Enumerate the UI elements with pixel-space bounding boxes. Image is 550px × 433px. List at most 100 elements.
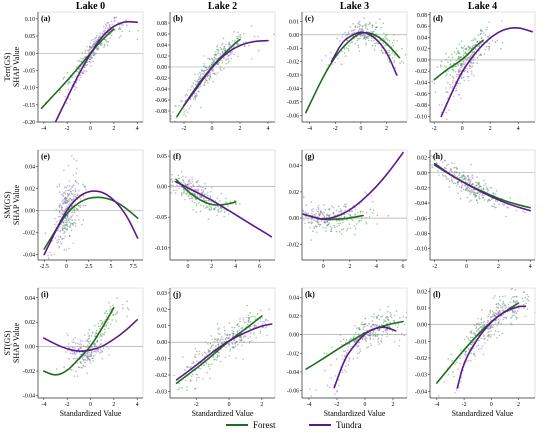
tundra-point <box>338 384 340 387</box>
forest-point <box>90 350 93 353</box>
tundra-point <box>459 68 461 70</box>
forest-point <box>380 26 382 29</box>
x-tick-label: 0 <box>211 126 214 132</box>
tundra-point <box>478 324 480 326</box>
forest-point <box>386 332 389 335</box>
forest-point <box>327 64 329 66</box>
forest-point <box>106 312 109 315</box>
forest-point <box>203 65 206 67</box>
forest-point <box>211 69 213 72</box>
forest-point <box>231 332 233 334</box>
tundra-point <box>514 312 516 314</box>
tundra-point <box>320 59 323 62</box>
tundra-point <box>67 195 69 198</box>
forest-point <box>361 217 363 219</box>
forest-point <box>405 311 407 314</box>
tundra-point <box>493 206 496 208</box>
tundra-point <box>471 176 473 178</box>
forest-point <box>462 50 465 52</box>
forest-point <box>459 357 462 360</box>
forest-point <box>217 209 219 212</box>
forest-point <box>482 197 484 199</box>
forest-point <box>463 45 466 47</box>
forest-point <box>170 179 171 182</box>
forest-point <box>389 321 392 324</box>
forest-point <box>355 327 358 329</box>
plot-area <box>429 287 536 399</box>
tundra-point <box>365 337 368 340</box>
forest-point <box>451 81 454 84</box>
forest-point <box>323 352 326 355</box>
forest-point <box>454 182 457 185</box>
forest-point <box>489 199 491 202</box>
forest-point <box>447 61 449 63</box>
tundra-point <box>194 347 197 350</box>
tundra-point <box>194 188 196 191</box>
tundra-point <box>503 304 506 307</box>
forest-point <box>216 356 218 359</box>
forest-point <box>201 70 203 72</box>
tundra-point <box>113 17 116 19</box>
forest-point <box>358 219 361 222</box>
tundra-point <box>380 338 383 340</box>
forest-point <box>480 185 482 188</box>
x-tick-label: 0 <box>89 402 92 408</box>
tundra-point <box>467 359 470 362</box>
forest-point <box>84 56 86 58</box>
tundra-point <box>464 62 467 64</box>
tundra-point <box>329 213 331 216</box>
forest-point <box>90 354 93 356</box>
forest-point <box>445 52 447 55</box>
forest-point <box>58 205 61 207</box>
forest-point <box>354 227 357 230</box>
forest-point <box>219 207 222 209</box>
forest-point <box>86 356 88 358</box>
forest-fit-line <box>43 306 115 376</box>
forest-point <box>343 216 346 218</box>
forest-point <box>215 345 217 348</box>
forest-point <box>459 70 462 72</box>
forest-point <box>316 218 319 221</box>
forest-point <box>368 334 370 337</box>
forest-point <box>74 188 77 190</box>
tundra-point <box>347 213 349 215</box>
forest-point <box>369 208 372 211</box>
forest-point <box>354 25 357 27</box>
forest-point <box>472 39 475 41</box>
forest-point <box>359 211 362 213</box>
forest-point <box>365 37 368 39</box>
forest-point <box>393 59 396 62</box>
forest-point <box>471 174 474 176</box>
tundra-point <box>71 341 73 343</box>
forest-point <box>227 337 229 340</box>
forest-point <box>77 366 80 369</box>
x-tick-label: 6 <box>402 264 405 270</box>
tundra-point <box>242 317 244 319</box>
forest-point <box>62 213 64 215</box>
panel-e: 0.040.020.00-0.02-0.04-2.5 0 2.5 5 7.5(e) <box>23 149 144 270</box>
forest-point <box>469 56 472 58</box>
forest-point <box>63 366 65 369</box>
forest-point <box>497 321 500 324</box>
tundra-point <box>343 203 346 206</box>
tundra-point <box>191 176 193 179</box>
forest-point <box>210 57 213 60</box>
forest-point <box>501 41 504 44</box>
forest-point <box>440 65 442 68</box>
forest-point <box>455 59 458 62</box>
tundra-point <box>478 54 481 56</box>
forest-point <box>211 344 213 347</box>
x-axis-label: Standardized Value <box>60 409 122 418</box>
forest-point <box>391 57 394 59</box>
forest-point <box>209 75 211 78</box>
forest-point <box>385 34 387 37</box>
forest-point <box>449 63 452 66</box>
y-tick-label: 0.00 <box>25 345 35 351</box>
forest-point <box>466 187 468 189</box>
tundra-point <box>79 76 82 79</box>
forest-point <box>170 173 171 175</box>
tundra-point <box>357 38 359 40</box>
forest-point <box>339 334 342 336</box>
tundra-point <box>384 316 387 319</box>
forest-point <box>502 295 504 298</box>
